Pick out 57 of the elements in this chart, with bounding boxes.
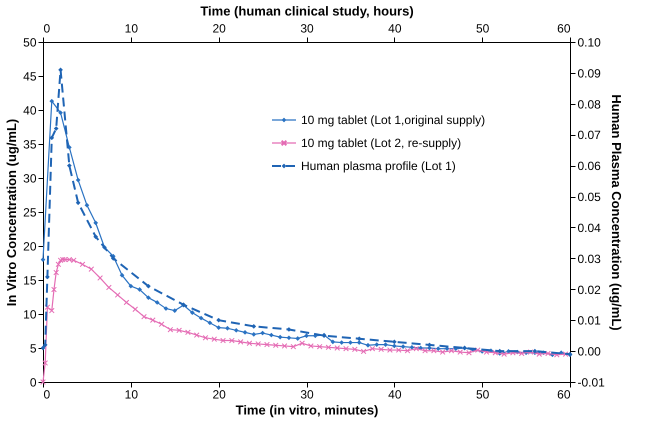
y-tick-label: 5 — [30, 342, 37, 356]
y2-tick-label: 0.03 — [578, 252, 602, 266]
x-tick-label: 10 — [124, 388, 138, 402]
x-tick-label: 40 — [388, 388, 402, 402]
y-tick-label: 30 — [23, 172, 37, 186]
y-tick-label: 40 — [23, 104, 37, 118]
point — [93, 234, 98, 240]
y2-tick-label: -0.01 — [578, 376, 606, 390]
x-tick-label: 30 — [300, 388, 314, 402]
x2-tick-label: 50 — [476, 22, 490, 36]
x-tick-label: 0 — [44, 388, 50, 402]
y-tick-label: 15 — [23, 274, 37, 288]
x2-tick-label: 40 — [388, 22, 402, 36]
y2-tick-label: 0.09 — [578, 66, 602, 80]
y2-tick-label: 0.04 — [578, 220, 602, 235]
point — [110, 256, 116, 261]
y-tick-label: 25 — [23, 206, 37, 220]
x2-tick-label: 20 — [212, 22, 226, 36]
x2-tick-label: 10 — [124, 22, 138, 36]
point — [54, 126, 59, 131]
y-tick-label: 50 — [23, 36, 37, 50]
y2-tick-label: 0.01 — [578, 314, 602, 328]
point — [42, 342, 48, 348]
point — [251, 324, 256, 329]
point — [49, 135, 54, 140]
legend-label: 10 mg tablet (Lot 2, re-supply) — [301, 136, 462, 150]
x2-tick-label: 30 — [300, 22, 314, 36]
y2-tick-label: 0.08 — [578, 97, 602, 112]
point — [40, 346, 46, 350]
point — [76, 200, 80, 206]
x-tick-label: 60 — [557, 388, 571, 402]
y2-tick-label: 0.07 — [578, 128, 602, 142]
point — [216, 318, 222, 323]
x2-axis-title: Time (human clinical study, hours) — [200, 4, 414, 18]
legend-label: Human plasma profile (Lot 1) — [301, 159, 456, 173]
y2-tick-label: 0.10 — [578, 36, 602, 50]
y-axis-title: In Vitro Concentration (ug/mL) — [4, 118, 20, 306]
y-tick-label: 0 — [30, 376, 37, 390]
y-tick-label: 35 — [23, 138, 37, 152]
y2-axis-title: Human Plasma Concentration (ug/mL) — [608, 94, 624, 331]
y2-tick-label: 0.00 — [578, 344, 602, 359]
point — [67, 163, 72, 168]
y2-tick-label: 0.06 — [578, 159, 602, 174]
y-tick-label: 45 — [23, 70, 37, 84]
y2-tick-label: 0.02 — [578, 282, 602, 297]
x2-tick-label: 60 — [557, 22, 571, 36]
x-tick-label: 50 — [476, 388, 490, 402]
x2-tick-label: 0 — [44, 22, 50, 36]
point — [286, 327, 292, 332]
y-tick-label: 10 — [23, 308, 37, 322]
x-axis-title: Time (in vitro, minutes) — [236, 402, 378, 418]
point — [427, 342, 432, 348]
point — [146, 284, 151, 289]
y2-tick-label: 0.05 — [578, 190, 602, 204]
legend-label: 10 mg tablet (Lot 1,original supply) — [301, 113, 486, 127]
y-tick-label: 20 — [23, 240, 37, 254]
x-tick-label: 20 — [212, 388, 226, 402]
